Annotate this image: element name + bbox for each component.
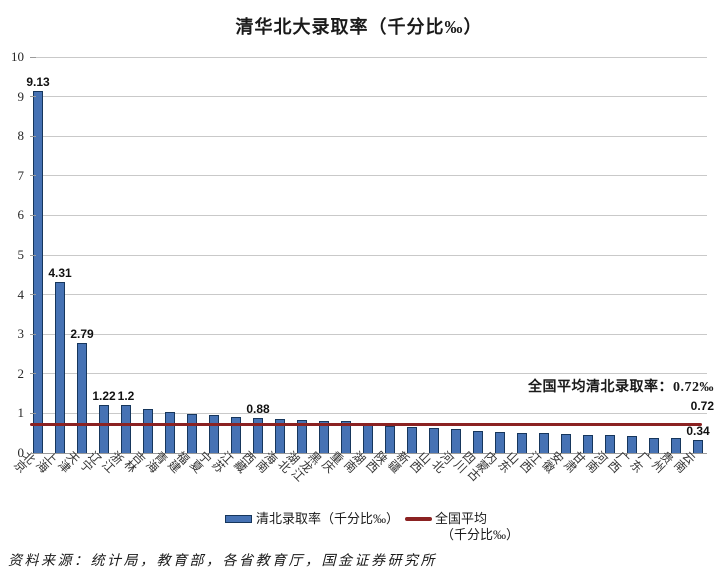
bar-新疆 (407, 427, 417, 453)
y-axis-label: 8 (17, 128, 25, 144)
bar-浙江 (121, 405, 131, 453)
y-axis-tick (30, 254, 36, 256)
legend-bar-label: 清北录取率（千分比‰） (256, 511, 400, 526)
average-line-value-label: 0.72 (690, 399, 714, 413)
bar-value-label: 1.22 (92, 389, 116, 403)
bar-内蒙古 (495, 432, 505, 453)
bar-吉林 (143, 409, 153, 453)
y-axis-label: 7 (17, 167, 25, 183)
bar-云南 (693, 440, 703, 453)
bar-辽宁 (99, 405, 109, 453)
y-grid-line (30, 294, 707, 296)
y-axis-tick (30, 412, 36, 414)
bar-甘肃 (583, 435, 593, 453)
y-grid-line (30, 214, 707, 216)
bar-北京 (33, 91, 43, 453)
y-grid-line (30, 333, 707, 335)
y-axis-label: 0 (17, 445, 25, 460)
y-grid-line (30, 175, 707, 177)
bar-value-label: 9.13 (26, 75, 50, 89)
bar-重庆 (341, 421, 351, 453)
bar-四川 (473, 431, 483, 453)
plot-area: 9.13 4.31 2.79 1.22 1.2 0.88 0.34 (26, 56, 710, 454)
y-grid-line (30, 96, 707, 98)
y-axis-tick (30, 56, 36, 58)
bar-value-label: 4.31 (48, 266, 72, 280)
y-axis-tick (30, 214, 36, 216)
y-grid-line (30, 452, 707, 454)
bar-山西 (429, 428, 439, 453)
bar-山东 (517, 433, 527, 453)
y-grid-line (30, 56, 707, 58)
y-grid-line (30, 135, 707, 137)
bar-贵州 (671, 438, 681, 453)
y-axis-tick (30, 175, 36, 177)
y-axis-tick (30, 373, 36, 375)
legend-bar-swatch (225, 515, 252, 523)
bar-value-label: 0.34 (686, 424, 710, 438)
bar-广东 (649, 438, 659, 453)
y-axis-tick (30, 294, 36, 296)
y-axis-label: 2 (17, 365, 25, 381)
bar-青海 (165, 412, 175, 453)
y-axis-tick (30, 96, 36, 98)
legend-line-swatch (405, 517, 432, 521)
source-note: 资料来源：统计局，教育部，各省教育厅，国金证券研究所 (8, 554, 437, 569)
legend-line-label-row2: （千分比‰） (441, 527, 520, 542)
bar-宁夏 (209, 415, 219, 453)
y-grid-line (30, 254, 707, 256)
bar-海南 (275, 419, 285, 453)
bar-value-label: 2.79 (70, 327, 94, 341)
bar-安徽 (561, 434, 571, 453)
bar-湖北 (297, 420, 307, 453)
y-axis-tick (30, 135, 36, 137)
bar-上海 (55, 282, 65, 453)
y-axis-label: 6 (17, 207, 25, 223)
bar-江西 (539, 433, 549, 453)
bar-黑龙江 (319, 421, 329, 453)
y-axis-label: 4 (17, 286, 25, 302)
bar-河南 (605, 435, 615, 453)
average-line (30, 422, 702, 426)
legend-line-label-row1: 全国平均 (435, 511, 488, 526)
bar-陕西 (385, 426, 395, 453)
y-axis-label: 1 (17, 405, 25, 421)
y-axis-tick (30, 452, 36, 454)
chart-title: 清华北大录取率（千分比‰） (235, 17, 483, 37)
bar-value-label: 1.2 (117, 389, 135, 403)
average-annotation: 全国平均清北录取率：0.72‰ (528, 380, 714, 395)
y-axis-label: 5 (17, 247, 25, 262)
bar-江苏 (231, 417, 241, 453)
bar-广西 (627, 436, 637, 453)
bar-湖南 (363, 423, 373, 453)
bar-天津 (77, 343, 87, 453)
bar-西藏 (253, 418, 263, 453)
bar-value-label: 0.88 (246, 402, 270, 416)
bar-福建 (187, 414, 197, 453)
bar-河北 (451, 429, 461, 453)
y-axis-label: 10 (11, 49, 24, 64)
y-axis-tick (30, 333, 36, 335)
y-grid-line (30, 373, 707, 375)
y-grid-line (30, 412, 707, 414)
y-axis-label: 3 (17, 326, 25, 342)
y-axis-label: 9 (17, 88, 25, 104)
